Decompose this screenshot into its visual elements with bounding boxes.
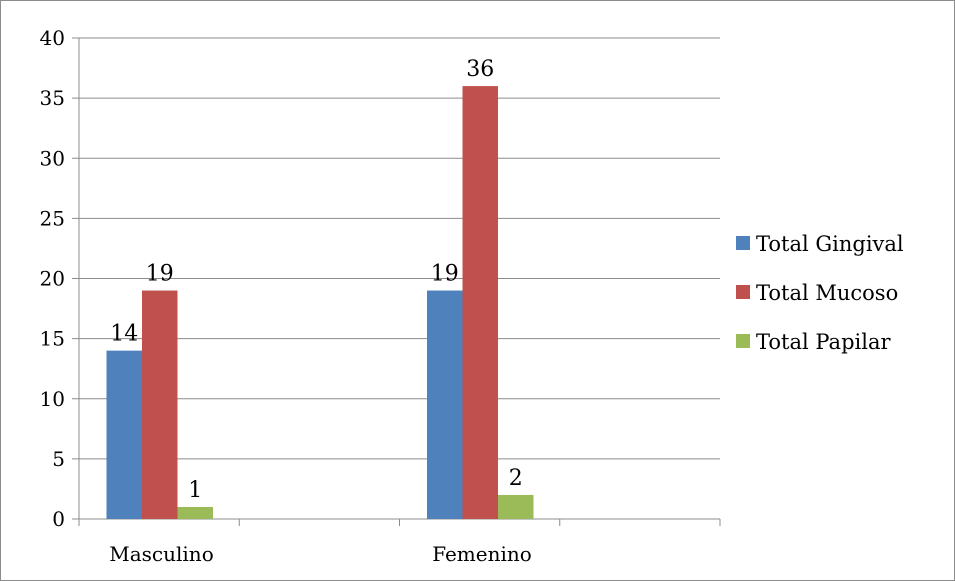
legend-swatch <box>736 285 750 299</box>
bar-total-mucoso-femenino <box>462 86 498 519</box>
data-label: 19 <box>431 262 459 287</box>
bar-total-papilar-femenino <box>498 494 534 519</box>
axes: 0 5 10 15 20 25 30 35 40 Masculino Femenino <box>40 26 721 566</box>
y-tick-label: 0 <box>52 507 65 531</box>
bar-total-gingival-femenino <box>427 290 463 519</box>
bars <box>106 86 534 519</box>
y-tick-label: 15 <box>40 327 65 351</box>
y-tick-label: 25 <box>40 206 65 230</box>
y-tick-label: 20 <box>40 267 65 291</box>
y-tick-label: 30 <box>40 146 65 170</box>
gridlines <box>79 37 720 460</box>
legend-label: Total Mucoso <box>756 281 898 305</box>
y-tick-label: 35 <box>40 86 65 110</box>
category-label: Femenino <box>432 542 532 566</box>
bar-total-mucoso-masculino <box>142 290 178 519</box>
legend-label: Total Papilar <box>756 330 891 354</box>
legend-swatch <box>736 236 750 250</box>
legend: Total Gingival Total Mucoso Total Papilar <box>736 232 904 354</box>
bar-total-papilar-masculino <box>177 506 213 519</box>
legend-swatch <box>736 334 750 348</box>
y-tick-label: 10 <box>40 387 65 411</box>
category-label: Masculino <box>109 542 213 566</box>
data-label: 2 <box>509 466 523 491</box>
data-label: 36 <box>466 57 494 82</box>
bar-total-gingival-masculino <box>106 350 142 519</box>
data-label: 19 <box>146 262 174 287</box>
data-label: 1 <box>188 478 202 503</box>
legend-label: Total Gingival <box>756 232 904 256</box>
data-labels: 14 19 1 19 36 2 <box>110 57 523 503</box>
data-label: 14 <box>110 322 138 347</box>
y-tick-label: 5 <box>52 447 65 471</box>
y-tick-label: 40 <box>40 26 65 50</box>
